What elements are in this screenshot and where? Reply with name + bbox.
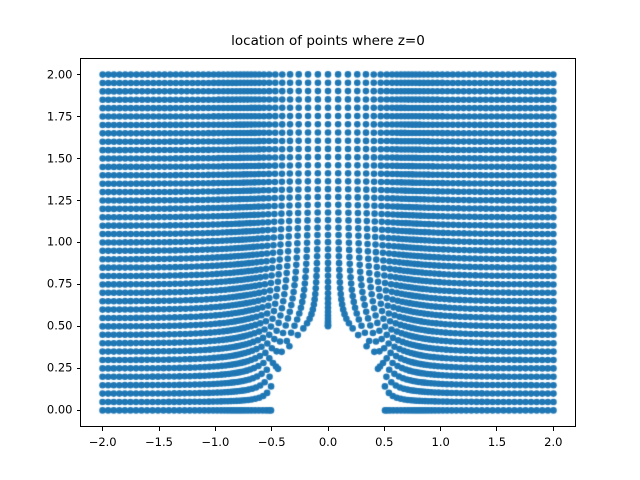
x-tick-label: −0.5 xyxy=(257,434,286,449)
y-tick-label: 0.50 xyxy=(46,319,73,334)
y-tick-mark xyxy=(76,158,80,160)
y-tick-mark xyxy=(76,241,80,243)
x-tick-mark xyxy=(102,427,104,431)
y-tick-label: 0.00 xyxy=(46,403,73,418)
x-tick-mark xyxy=(552,427,554,431)
plot-title: location of points where z=0 xyxy=(231,33,425,49)
x-tick-label: 1.0 xyxy=(431,434,450,449)
x-tick-mark xyxy=(383,427,385,431)
y-tick-label: 1.50 xyxy=(46,151,73,166)
x-tick-mark xyxy=(271,427,273,431)
y-tick-label: 1.00 xyxy=(46,235,73,250)
y-tick-label: 1.25 xyxy=(46,193,73,208)
x-tick-mark xyxy=(440,427,442,431)
y-tick-mark xyxy=(76,367,80,369)
x-tick-mark xyxy=(158,427,160,431)
y-tick-label: 0.25 xyxy=(46,361,73,376)
x-tick-label: −1.5 xyxy=(145,434,173,449)
y-tick-mark xyxy=(76,116,80,118)
y-tick-mark xyxy=(76,283,80,285)
x-tick-mark xyxy=(214,427,216,431)
x-tick-label: −2.0 xyxy=(88,434,117,449)
y-tick-label: 2.00 xyxy=(46,67,73,82)
x-tick-label: 1.5 xyxy=(487,434,507,449)
y-tick-mark xyxy=(76,409,80,411)
x-tick-mark xyxy=(496,427,498,431)
y-tick-label: 1.75 xyxy=(46,109,73,124)
y-tick-mark xyxy=(76,200,80,202)
x-tick-label: 0.5 xyxy=(375,434,394,449)
x-tick-label: −1.0 xyxy=(201,434,230,449)
y-tick-label: 0.75 xyxy=(46,277,73,292)
y-tick-mark xyxy=(76,74,80,76)
x-tick-label: 0.0 xyxy=(318,434,338,449)
x-tick-mark xyxy=(327,427,329,431)
y-tick-mark xyxy=(76,325,80,327)
x-tick-label: 2.0 xyxy=(544,434,563,449)
